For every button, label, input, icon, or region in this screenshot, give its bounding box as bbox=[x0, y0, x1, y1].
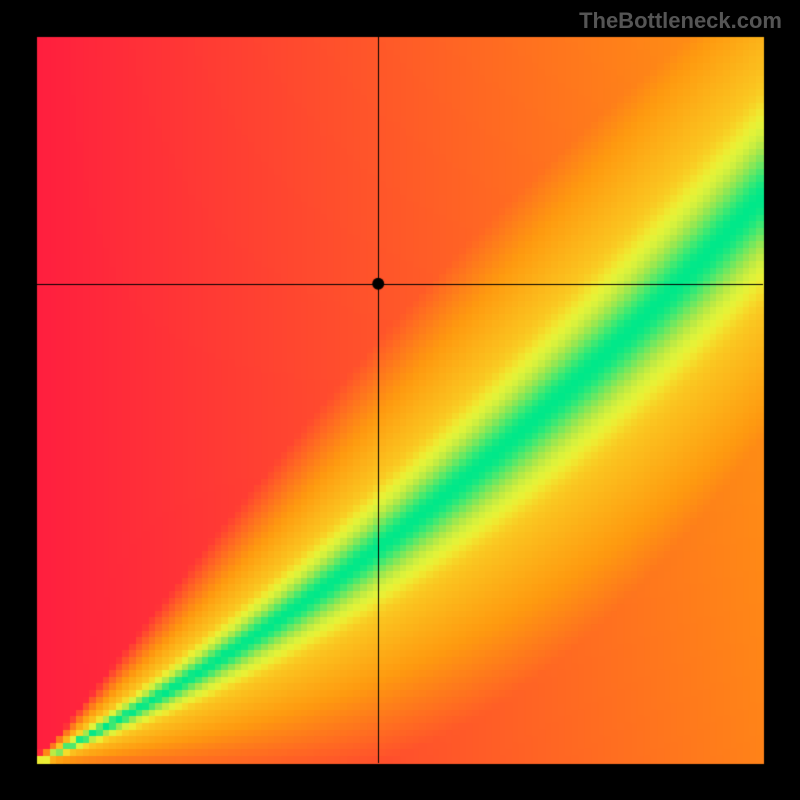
watermark-text: TheBottleneck.com bbox=[579, 8, 782, 34]
heatmap-canvas bbox=[0, 0, 800, 800]
chart-container: TheBottleneck.com bbox=[0, 0, 800, 800]
